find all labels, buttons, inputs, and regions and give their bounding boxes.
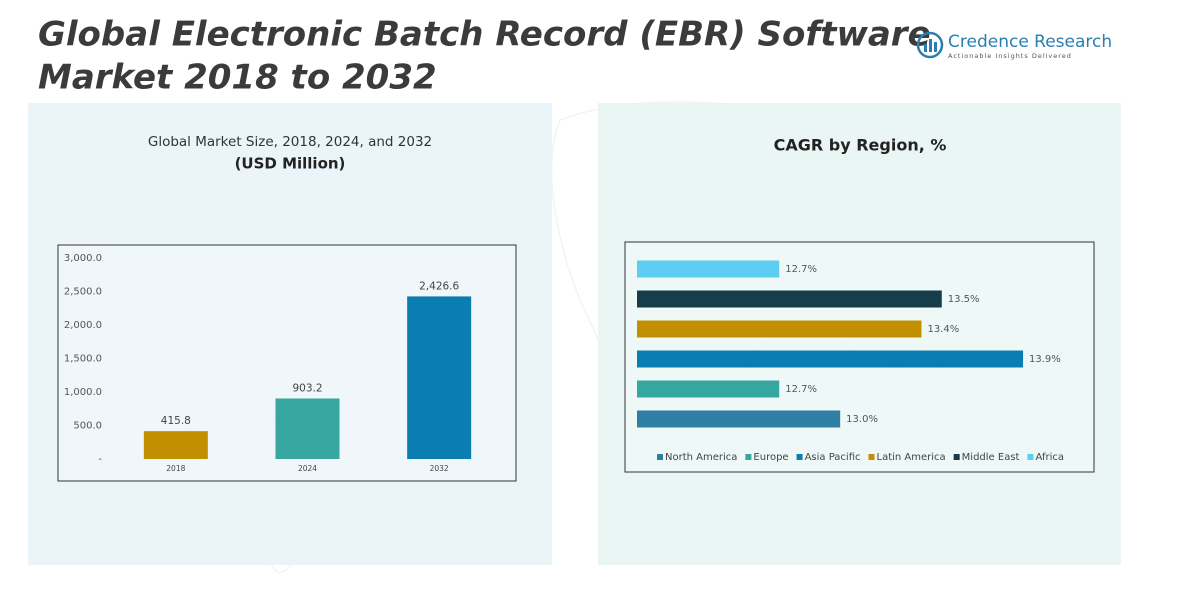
logo-icon [924, 44, 927, 52]
logo: Credence Research Actionable Insights De… [916, 31, 1112, 60]
chart-subtitle: (USD Million) [235, 155, 346, 173]
legend-swatch [953, 454, 960, 460]
page-title: Market 2018 to 2032 [38, 58, 437, 98]
bar [143, 431, 208, 459]
page-title: Global Electronic Batch Record (EBR) Sof… [38, 15, 931, 55]
logo-icon [929, 39, 932, 52]
y-tick-label: 2,500.0 [64, 287, 102, 298]
bar [637, 320, 922, 338]
logo-tagline: Actionable Insights Delivered [948, 52, 1072, 60]
data-label: 415.8 [161, 415, 191, 427]
data-label: 903.2 [292, 382, 322, 394]
legend: North America Europe Asia Pacific Latin Ame… [657, 452, 1064, 463]
y-tick-label: 1,000.0 [64, 387, 102, 398]
y-tick-label: 3,000.0 [64, 253, 102, 264]
legend-swatch [657, 454, 663, 460]
chart-title: CAGR by Region, % [774, 136, 947, 155]
x-tick-label: 2032 [430, 464, 449, 473]
y-tick-label: - [98, 454, 102, 465]
data-label: 13.4% [927, 324, 959, 335]
legend-label: Middle East [962, 452, 1020, 463]
legend-label: Europe [753, 452, 788, 463]
data-label: 13.9% [1029, 354, 1061, 365]
bar [637, 380, 780, 398]
x-tick-label: 2024 [298, 464, 317, 473]
legend-label: Latin America [877, 452, 946, 463]
legend-swatch [796, 454, 803, 460]
legend-swatch [1027, 454, 1034, 460]
bar [637, 410, 841, 428]
y-tick-label: 1,500.0 [64, 354, 102, 365]
bar [407, 296, 472, 459]
logo-icon [934, 42, 937, 52]
legend-label: Asia Pacific [805, 452, 861, 463]
y-tick-label: 500.0 [73, 421, 102, 432]
chart-title: Global Market Size, 2018, 2024, and 2032 [148, 134, 432, 150]
bar [637, 260, 780, 278]
legend-label: Africa [1035, 452, 1064, 463]
bar [275, 398, 340, 459]
legend-label: North America [665, 452, 737, 463]
x-tick-label: 2018 [166, 464, 185, 473]
data-label: 12.7% [785, 384, 817, 395]
legend-swatch [745, 454, 752, 460]
data-label: 12.7% [785, 264, 817, 275]
data-label: 13.5% [948, 294, 980, 305]
logo-text: Credence Research [948, 32, 1112, 52]
bar [637, 290, 942, 308]
data-label: 2,426.6 [419, 280, 459, 292]
legend-swatch [868, 454, 875, 460]
logo-icon [916, 31, 944, 59]
y-tick-label: 2,000.0 [64, 320, 102, 331]
bar [637, 350, 1024, 368]
data-label: 13.0% [846, 414, 878, 425]
